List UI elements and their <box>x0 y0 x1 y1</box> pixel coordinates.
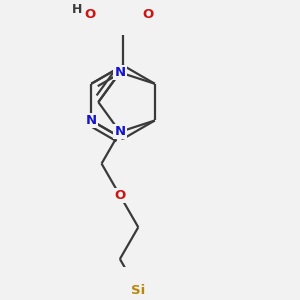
Text: N: N <box>86 114 97 127</box>
Text: N: N <box>114 66 125 79</box>
Text: O: O <box>114 189 125 202</box>
Text: H: H <box>72 3 83 16</box>
Text: Si: Si <box>131 284 146 297</box>
Text: N: N <box>114 125 125 138</box>
Text: O: O <box>84 8 95 20</box>
Text: O: O <box>143 8 154 20</box>
